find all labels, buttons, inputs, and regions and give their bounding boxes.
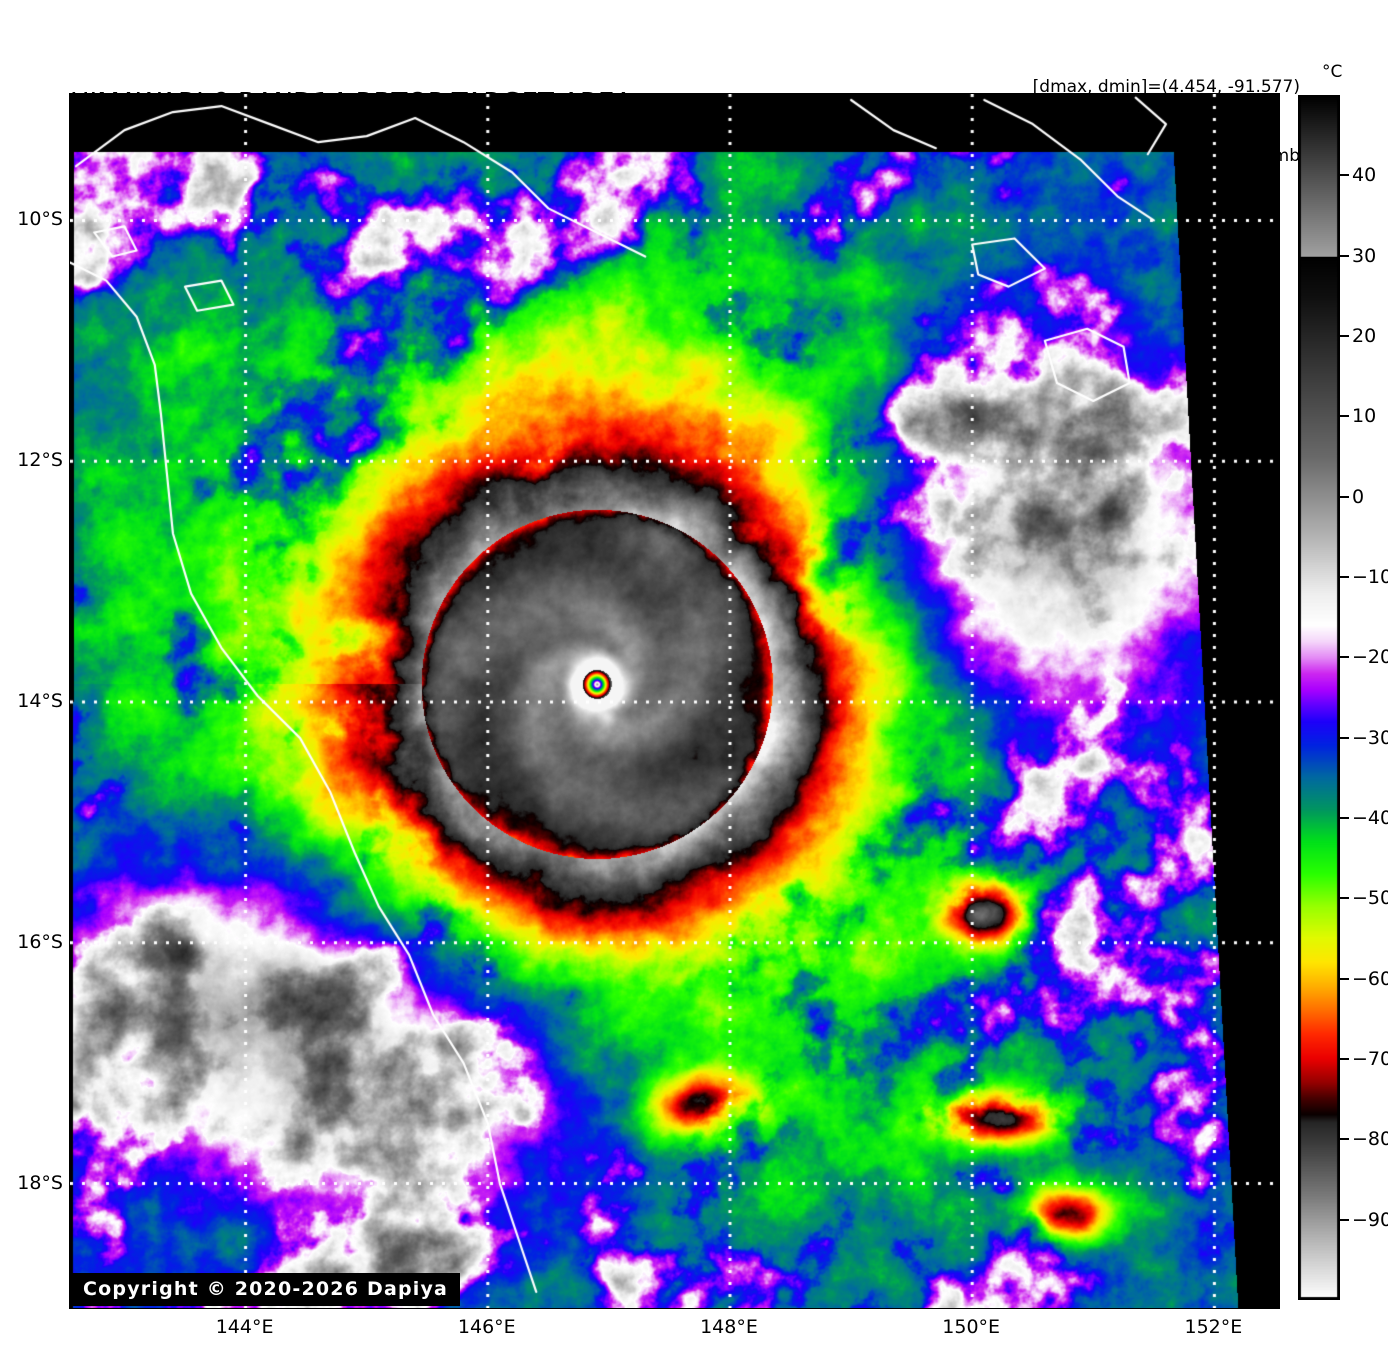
colorbar-tick (1340, 977, 1349, 980)
colorbar-tick-label: 10 (1352, 405, 1377, 428)
colorbar-tick-label: −70 (1352, 1048, 1388, 1070)
colorbar-tick-label: −90 (1352, 1208, 1388, 1231)
colorbar-tick (1340, 897, 1349, 900)
colorbar-tick (1340, 1218, 1349, 1221)
colorbar-tick-label: 0 (1352, 485, 1365, 508)
longitude-tick-label: 152°E (1184, 1316, 1243, 1338)
colorbar-tick (1340, 495, 1349, 498)
colorbar-gradient (1298, 95, 1340, 1300)
latitude-tick-label: 10°S (17, 208, 63, 231)
colorbar-tick-label: −20 (1352, 646, 1388, 669)
colorbar-tick-label: −30 (1352, 726, 1388, 749)
latitude-tick-label: 16°S (17, 930, 63, 953)
latitude-tick-label: 12°S (17, 449, 63, 472)
colorbar-tick-label: −10 (1352, 566, 1388, 588)
colorbar-tick (1340, 576, 1349, 578)
colorbar-tick-label: −50 (1352, 887, 1388, 910)
longitude-tick-label: 146°E (457, 1316, 516, 1338)
satellite-imagery-canvas (70, 94, 1279, 1308)
latitude-tick-label: 14°S (17, 690, 63, 712)
colorbar-tick-label: −40 (1352, 807, 1388, 829)
satellite-image-plot: Copyright © 2020-2026 Dapiya (69, 93, 1280, 1309)
longitude-tick-label: 148°E (700, 1316, 758, 1338)
dminmax-text: [dmax, dmin]=(4.454, -91.577) (1032, 77, 1300, 97)
colorbar-tick (1340, 656, 1349, 659)
colorbar-tick-label: 40 (1352, 164, 1377, 187)
colorbar-tick-label: 20 (1352, 325, 1377, 347)
copyright-watermark: Copyright © 2020-2026 Dapiya (71, 1273, 461, 1306)
latitude-tick-label: 18°S (17, 1171, 63, 1194)
colorbar-unit-label: °C (1322, 62, 1343, 82)
longitude-tick-label: 150°E (942, 1316, 1001, 1338)
colorbar-tick (1340, 1138, 1349, 1141)
colorbar: 40 30 20 10 0 −10 −20 −30 −40 −50 −60 −70 −80 −90 (1298, 95, 1388, 1300)
colorbar-tick-label: −60 (1352, 967, 1388, 990)
colorbar-tick (1340, 817, 1349, 819)
colorbar-tick (1340, 335, 1349, 337)
colorbar-tick (1340, 415, 1349, 418)
longitude-tick-label: 144°E (215, 1316, 274, 1338)
colorbar-tick (1340, 1058, 1349, 1060)
colorbar-tick (1340, 174, 1349, 177)
colorbar-tick-label: 30 (1352, 244, 1377, 267)
colorbar-tick (1340, 736, 1349, 739)
colorbar-tick-label: −80 (1352, 1128, 1388, 1151)
colorbar-tick (1340, 254, 1349, 257)
